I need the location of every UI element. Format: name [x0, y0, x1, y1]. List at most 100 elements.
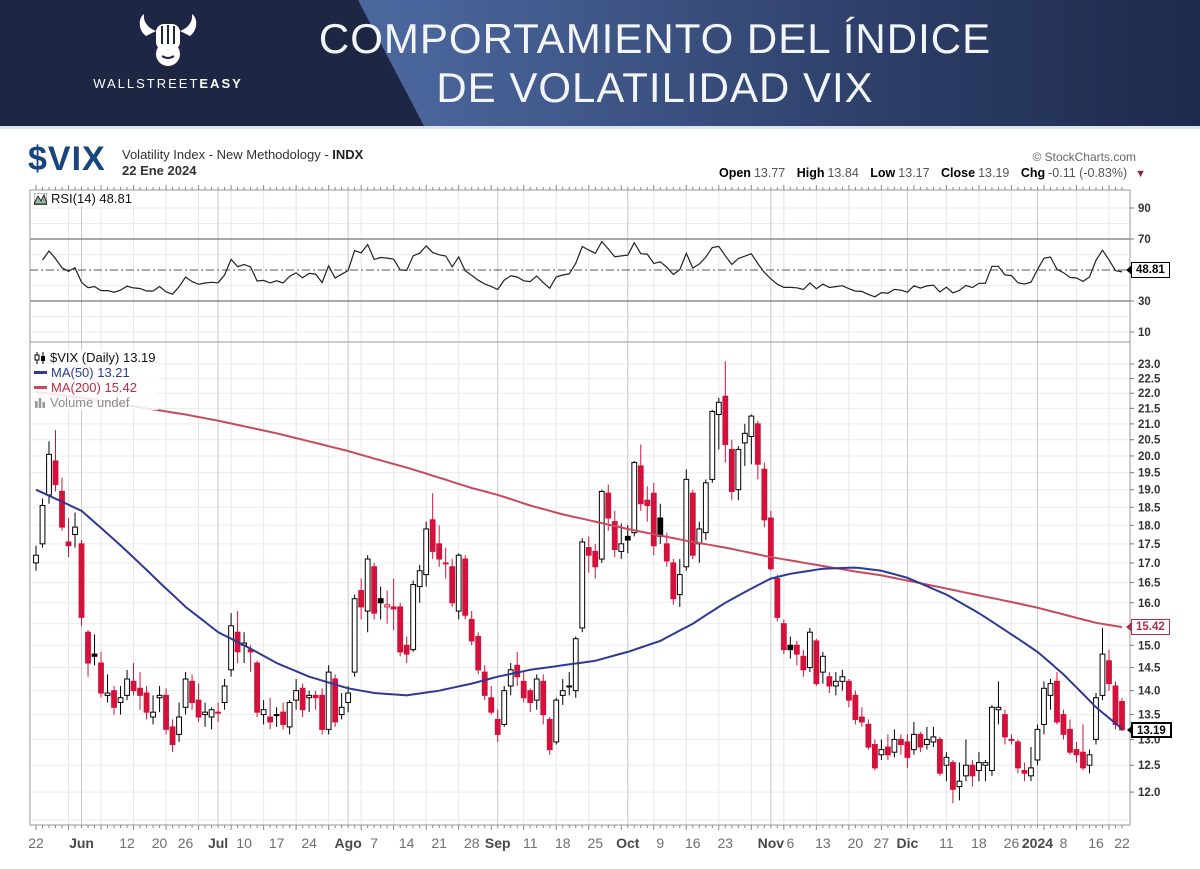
y-axis-label: 23.0: [1138, 359, 1160, 371]
ma200-swatch: [34, 386, 47, 389]
rsi-reference-lines: [30, 238, 1130, 302]
x-axis-label: 2024: [1022, 835, 1053, 851]
header-banner: WALLSTREETEASY COMPORTAMIENTO DEL ÍNDICE…: [0, 0, 1200, 126]
candle-body: [702, 482, 709, 534]
bull-fist-icon: [139, 14, 197, 66]
candle-body: [644, 499, 651, 506]
candle-body: [735, 448, 742, 491]
candle-body: [85, 631, 91, 664]
open-label: Open: [718, 166, 751, 180]
y-axis-label: 16.0: [1138, 598, 1160, 610]
y-axis-label: 19.0: [1138, 485, 1160, 497]
ma50-line: [35, 488, 1123, 730]
candle-body: [917, 733, 924, 748]
candle-body: [72, 526, 78, 535]
candle-body: [1041, 687, 1047, 725]
chg-value: -0.11 (-0.83%): [1048, 166, 1128, 180]
y-axis-label: 17.5: [1138, 539, 1161, 551]
candle-body: [273, 714, 280, 717]
x-axis-label: 18: [555, 835, 571, 851]
candle-body: [143, 692, 150, 713]
candle-body: [306, 694, 313, 699]
x-axis-label: 7: [370, 835, 378, 851]
candle-body: [1106, 660, 1112, 685]
candle-body: [585, 547, 592, 556]
chg-label: Chg: [1020, 166, 1046, 180]
x-axis-label: Oct: [616, 835, 640, 851]
y-axis-label: 12.5: [1138, 760, 1161, 772]
candle-body: [533, 678, 540, 701]
x-axis-label: 11: [523, 835, 538, 851]
candle-body: [676, 574, 683, 596]
candle-body: [78, 543, 85, 618]
page-title: COMPORTAMIENTO DEL ÍNDICE DE VOLATILIDAD…: [250, 14, 1060, 112]
candle-body: [130, 680, 137, 692]
page-title-line2: DE VOLATILIDAD VIX: [436, 64, 874, 111]
candle-body: [911, 733, 917, 751]
candle-body: [969, 764, 976, 777]
candle-body: [39, 504, 46, 545]
candle-body: [1047, 683, 1054, 696]
candle-body: [1112, 685, 1119, 725]
y-axis-label: 16.5: [1138, 578, 1161, 590]
candle-body: [774, 578, 781, 618]
y-axis-label: 17.0: [1138, 558, 1160, 570]
x-axis-label: 18: [971, 835, 987, 851]
candle-body: [228, 625, 234, 671]
candle-body: [631, 462, 638, 534]
candle-body: [1002, 714, 1008, 738]
volume-legend-text: Volume undef: [50, 395, 130, 410]
price-legend-text: $VIX (Daily) 13.19: [50, 350, 156, 365]
candle-body: [806, 631, 813, 669]
y-axis-label: 21.5: [1138, 403, 1161, 415]
candle-body: [767, 517, 774, 570]
x-axis-label: 24: [301, 835, 317, 851]
candle-body: [527, 690, 534, 704]
candle-body: [468, 618, 475, 642]
candle-body: [546, 718, 553, 751]
candle-body: [117, 697, 124, 704]
y-axis-label: 18.5: [1138, 502, 1161, 514]
ma200-value-tag: 15.42: [1126, 619, 1170, 635]
x-axis-label: 22: [1114, 835, 1130, 851]
candle-body: [286, 702, 293, 728]
candle-body: [91, 653, 98, 657]
candle-body: [884, 746, 891, 756]
candle-body: [670, 562, 677, 600]
candle-body: [254, 662, 261, 713]
candle-body: [299, 687, 306, 711]
candle-body: [592, 550, 599, 568]
x-axis-label: 26: [1004, 835, 1020, 851]
candle-body: [403, 644, 410, 655]
exchange-code: INDX: [332, 147, 364, 162]
candle-body: [449, 566, 456, 604]
candle-body: [761, 468, 768, 521]
candle-body: [813, 640, 820, 685]
x-axis-label: 10: [236, 835, 252, 851]
page-title-line1: COMPORTAMIENTO DEL ÍNDICE: [318, 15, 992, 62]
x-axis-labels: 22 Jun 12 20 26 Jul 10 17 24 Ago 7 14 21 28 Sep 11 18 25 O…: [28, 835, 1130, 851]
candle-body: [865, 723, 872, 748]
x-axis-label: Ago: [335, 835, 362, 851]
ma200-line: [35, 390, 1123, 629]
candle-body: [176, 716, 182, 735]
x-axis-label: 6: [786, 835, 794, 851]
tag-arrow: [1126, 622, 1132, 632]
low-label: Low: [870, 166, 896, 180]
candle-body: [845, 680, 852, 701]
candle-body: [832, 680, 839, 687]
candle-body: [494, 718, 501, 735]
rsi-axis-label: 10: [1138, 327, 1151, 339]
candle-body: [1080, 751, 1086, 769]
candle-body: [1054, 680, 1060, 723]
x-axis-label: 14: [399, 835, 415, 851]
candle-body: [897, 738, 904, 745]
candle-body: [852, 694, 859, 720]
candle-body: [1086, 754, 1093, 766]
x-axis-label: 26: [178, 835, 194, 851]
candle-body: [163, 694, 169, 730]
chg-down-arrow-icon: ▼: [1135, 168, 1146, 180]
candle-body: [663, 543, 670, 562]
x-axis-label: Jun: [69, 835, 94, 851]
candle-body: [319, 694, 326, 730]
